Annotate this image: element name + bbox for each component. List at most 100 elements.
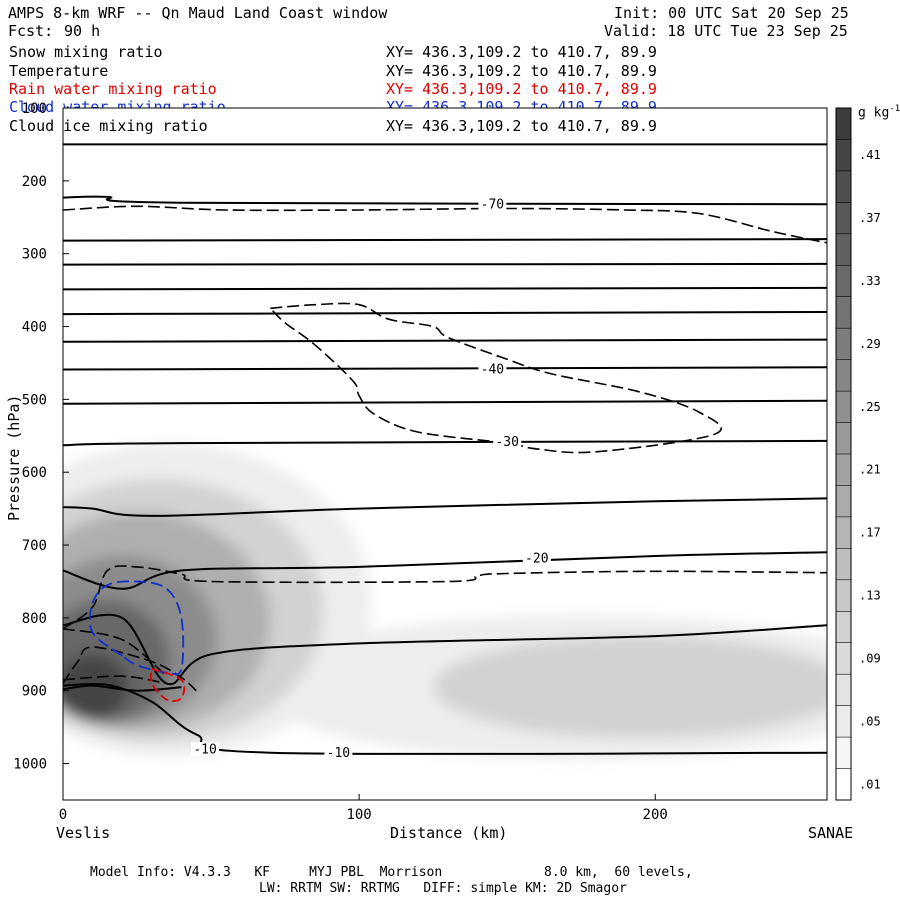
temperature-contour — [63, 311, 827, 316]
temperature-contour — [63, 497, 827, 517]
colorbar-label: .25 — [859, 400, 881, 414]
colorbar-segment — [836, 674, 851, 707]
cloud-ice-contour — [269, 302, 722, 454]
colorbar: .41 .37 .33 .29 .25 .21 .17 .13 .09 .05 .01 — [835, 107, 881, 801]
y-tick-label: 600 — [22, 465, 47, 481]
colorbar-segment — [836, 485, 851, 518]
colorbar-segment — [836, 139, 851, 172]
temperature-contour — [63, 238, 827, 242]
temperature-label-bg — [493, 434, 522, 449]
temperature-contour — [63, 338, 827, 343]
init-time: Init: 00 UTC Sat 20 Sep 25 — [614, 4, 849, 22]
colorbar-label: .41 — [859, 148, 881, 162]
colorbar-segment — [836, 233, 851, 266]
temperature-contour-label: -20 — [525, 552, 548, 567]
plot-frame — [62, 107, 828, 801]
field-temperature-name: Temperature — [9, 62, 109, 80]
forecast-hour: 90 h — [64, 22, 101, 40]
temperature-label-bg — [522, 551, 551, 566]
temperature-label-bg — [191, 742, 220, 756]
y-tick-label: 500 — [22, 392, 47, 408]
field-cloud-ice-name: Cloud ice mixing ratio — [9, 117, 208, 135]
y-tick-label: 200 — [22, 174, 47, 190]
colorbar-segment — [836, 108, 851, 140]
colorbar-label: .05 — [859, 714, 881, 728]
temperature-contour-label: -10 — [193, 743, 216, 758]
x-tick-label: 200 — [643, 807, 668, 823]
snow-shade-blob — [433, 636, 827, 739]
temperature-contour-label: -40 — [481, 362, 504, 377]
snow-shading — [63, 443, 827, 760]
snow-shade-blob — [63, 654, 129, 720]
colorbar-segment — [836, 265, 851, 298]
temperature-contour — [63, 613, 827, 686]
colorbar-segment — [836, 548, 851, 581]
temperature-contour — [63, 286, 827, 291]
field-rain-xy: XY= 436.3,109.2 to 410.7, 89.9 — [386, 80, 657, 98]
rain-water-contour — [149, 668, 186, 702]
rain-water-contours — [149, 668, 186, 702]
colorbar-segment — [836, 642, 851, 675]
colorbar-segment — [836, 202, 851, 235]
chart-title: AMPS 8-km WRF -- Qn Maud Land Coast wind… — [8, 4, 388, 22]
colorbar-segment — [836, 359, 851, 392]
colorbar-segment — [836, 516, 851, 549]
right-endpoint-label: SANAE — [808, 824, 854, 842]
colorbar-unit: g kg-1 — [858, 104, 900, 121]
axes: 100 200 300 400 500 600 700 800 900 1000 0 100 200 — [13, 101, 668, 823]
temperature-contour — [63, 439, 827, 447]
field-cloud-ice-xy: XY= 436.3,109.2 to 410.7, 89.9 — [386, 117, 657, 135]
field-snow-xy: XY= 436.3,109.2 to 410.7, 89.9 — [386, 43, 657, 61]
cloud-ice-contour — [63, 646, 197, 692]
x-axis-label: Distance (km) — [390, 824, 508, 842]
temperature-contour — [63, 262, 827, 266]
colorbar-label: .29 — [859, 337, 881, 351]
temperature-contour — [63, 366, 827, 371]
model-info: Model Info: V4.3.3 KF MYJ PBL Morrison 8… — [90, 865, 693, 880]
cloud-ice-contour — [63, 628, 168, 677]
forecast-label: Fcst: — [8, 22, 54, 40]
colorbar-segment — [836, 579, 851, 612]
temperature-contour-labels: -70 -40 -30 -20 -10 -10 — [191, 197, 551, 761]
temperature-label-bg — [478, 197, 507, 212]
temperature-contours — [63, 143, 827, 756]
y-tick-label: 900 — [22, 684, 47, 700]
colorbar-label: .13 — [859, 589, 881, 603]
colorbar-label: .09 — [859, 652, 881, 666]
y-tick-label: 300 — [22, 247, 47, 263]
temperature-contour-label: -30 — [495, 435, 518, 450]
temperature-contour — [63, 551, 827, 590]
y-axis-label: Pressure (hPa) — [5, 394, 23, 521]
field-rain-name: Rain water mixing ratio — [9, 80, 217, 98]
colorbar-segment — [836, 768, 851, 801]
model-physics: LW: RRTM SW: RRTMG DIFF: simple KM: 2D S… — [259, 881, 627, 896]
y-tick-label: 1000 — [13, 757, 47, 773]
colorbar-segment — [836, 328, 851, 361]
cloud-ice-contours — [63, 205, 827, 692]
y-tick-label: 400 — [22, 320, 47, 336]
temperature-contour-label: -10 — [327, 746, 350, 761]
temperature-label-bg — [478, 361, 507, 376]
valid-time: Valid: 18 UTC Tue 23 Sep 25 — [604, 22, 848, 40]
y-tick-label: 100 — [22, 101, 47, 117]
temperature-contour — [63, 195, 827, 206]
temperature-contour — [63, 684, 182, 692]
colorbar-segment — [836, 170, 851, 203]
colorbar-segment — [836, 705, 851, 738]
temperature-contour — [63, 399, 827, 405]
y-tick-label: 700 — [22, 538, 47, 554]
field-snow-name: Snow mixing ratio — [9, 43, 163, 61]
colorbar-label: .21 — [859, 463, 881, 477]
colorbar-segment — [836, 296, 851, 329]
colorbar-label: .33 — [859, 274, 881, 288]
colorbar-label: .37 — [859, 211, 881, 225]
left-endpoint-label: Veslis — [56, 824, 111, 842]
colorbar-segment — [836, 737, 851, 770]
cloud-ice-contour — [63, 675, 167, 685]
temperature-label-bg — [324, 745, 353, 760]
y-tick-label: 800 — [22, 611, 47, 627]
colorbar-segment — [836, 611, 851, 644]
x-tick-label: 0 — [59, 807, 67, 823]
colorbar-segment — [836, 391, 851, 424]
